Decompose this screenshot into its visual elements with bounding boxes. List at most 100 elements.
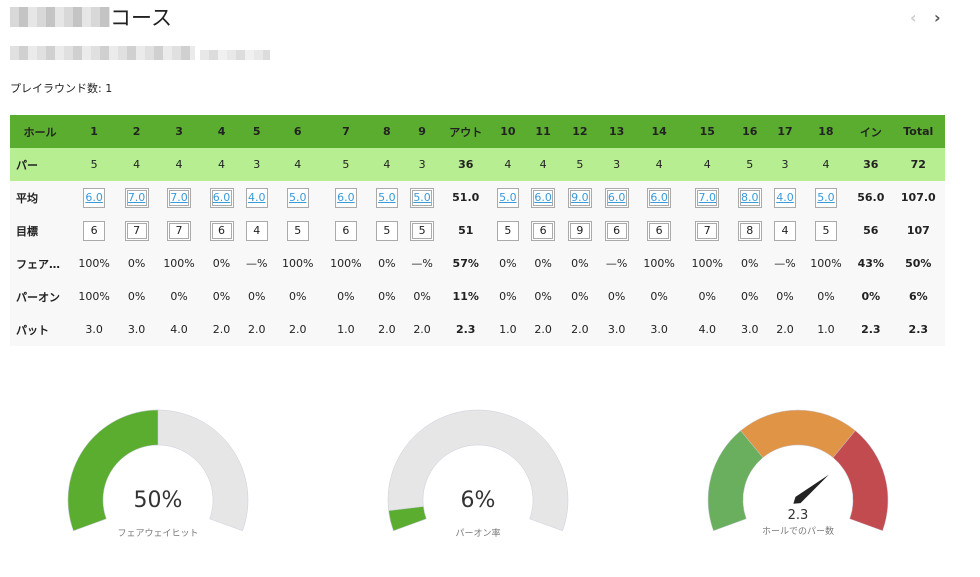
gauge-value: 2.3 [787, 508, 809, 523]
value-cell: 2.0 [571, 323, 589, 336]
gauge-2: 6% パーオン率 [378, 400, 578, 550]
value-cell: 6% [908, 290, 928, 303]
score-box: 6.0 [604, 187, 629, 208]
target-cell: 5 [802, 214, 850, 247]
value-cell: 3 [253, 158, 261, 171]
value-cell: 5 [576, 158, 584, 171]
score-link[interactable]: 7.0 [170, 190, 188, 204]
gauge-arc [67, 409, 159, 532]
value-cell: 5 [342, 158, 350, 171]
score-link[interactable]: 5.0 [288, 190, 307, 204]
score-link[interactable]: 5.0 [499, 190, 517, 204]
gauge-chart [707, 409, 889, 532]
score-link[interactable]: 4.0 [776, 190, 794, 204]
row-label: パット [16, 323, 49, 337]
score-box: 6.0 [647, 187, 672, 208]
value-cell: 100% [281, 257, 314, 270]
prev-arrow-icon[interactable]: ‹ [910, 8, 917, 27]
score-link[interactable]: 7.0 [127, 190, 146, 204]
value-cell: 0% [650, 290, 668, 303]
score-link[interactable]: 4.0 [248, 190, 266, 204]
value-cell: 43% [857, 257, 884, 270]
row-putts: パット 3.0 3.0 4.0 2.0 2.0 2.0 1.0 2.0 2.0 2.3 1.0 2.0 2… [10, 313, 945, 346]
blurred-course-info [10, 45, 271, 64]
value-cell: 0% [534, 257, 552, 270]
score-box: 6.0 [334, 187, 357, 208]
gauge-1: 50% フェアウェイヒット [58, 400, 258, 550]
score-box: 7.0 [167, 187, 192, 208]
score-link[interactable]: 7.0 [698, 190, 717, 204]
target-cell: 7 [155, 214, 203, 247]
value-cell: 4 [383, 158, 391, 171]
score-link[interactable]: 6.0 [85, 190, 103, 204]
target-box: 7 [124, 220, 149, 241]
score-link[interactable]: 5.0 [378, 190, 396, 204]
value-cell: 2.0 [378, 323, 396, 336]
value-cell: 107 [906, 224, 930, 237]
value-cell: 0% [170, 290, 188, 303]
target-box: 5 [814, 220, 837, 241]
header-cell: 7 [342, 125, 350, 138]
row-target: 目標 6 7 7 6 4 5 6 5 5 51 5 6 9 6 6 7 8 4 5 56 107 [10, 214, 945, 247]
score-link[interactable]: 8.0 [741, 190, 759, 204]
value-cell: 3 [418, 158, 426, 171]
value-cell: 4 [822, 158, 830, 171]
value-cell: 100% [330, 257, 362, 270]
value-cell: 0% [499, 290, 517, 303]
next-arrow-icon[interactable]: › [934, 8, 941, 27]
target-box: 8 [737, 220, 762, 241]
value-cell: 4 [703, 158, 711, 171]
value-cell: 4.0 [698, 323, 717, 336]
score-box: 5.0 [286, 187, 309, 208]
value-cell: 3.0 [741, 323, 759, 336]
value-cell: 0% [499, 257, 517, 270]
gauge-arc [387, 409, 569, 532]
score-cell: 4.0 [768, 181, 802, 214]
row-par: パー 5 4 4 4 3 4 5 4 3 36 4 4 5 3 4 4 5 3 4 36 72 [10, 148, 945, 181]
target-box: 6 [83, 220, 106, 241]
course-title: コース [10, 2, 172, 32]
gauge-needle [793, 474, 829, 504]
target-box: 4 [773, 220, 796, 241]
score-link[interactable]: 9.0 [571, 190, 589, 204]
gauge-arc [740, 409, 856, 458]
target-cell: 6 [322, 214, 370, 247]
row-avg: 平均 6.0 7.0 7.0 6.0 4.0 5.0 6.0 5.0 5.0 51.0 5.0 6.0 9… [10, 181, 945, 214]
value-cell: 0% [288, 290, 307, 303]
score-link[interactable]: 6.0 [650, 190, 668, 204]
target-box: 4 [245, 220, 268, 241]
header-cell: 14 [651, 125, 667, 138]
score-box: 8.0 [737, 187, 762, 208]
value-cell: 100% [643, 257, 675, 270]
value-cell: 2.0 [248, 323, 266, 336]
header-cell: Total [903, 125, 934, 138]
score-link[interactable]: 6.0 [212, 190, 231, 204]
target-box: 6 [209, 220, 234, 241]
score-link[interactable]: 6.0 [607, 190, 626, 204]
target-cell: 4 [768, 214, 802, 247]
header-cell: 10 [500, 125, 516, 138]
target-box: 7 [167, 220, 192, 241]
header-cell: 16 [742, 125, 758, 138]
value-cell: 4 [175, 158, 183, 171]
value-cell: 3.0 [85, 323, 103, 336]
value-cell: 1.0 [337, 323, 355, 336]
score-link[interactable]: 6.0 [534, 190, 552, 204]
score-cell: 9.0 [561, 181, 598, 214]
score-box: 7.0 [124, 187, 149, 208]
value-cell: 0% [212, 290, 231, 303]
header-cell: ホール [23, 125, 57, 139]
target-box: 5 [496, 220, 519, 241]
header-cell: 1 [90, 125, 98, 138]
target-cell: 6 [635, 214, 683, 247]
score-cell: 5.0 [802, 181, 850, 214]
target-cell: 5 [491, 214, 525, 247]
score-link[interactable]: 5.0 [413, 190, 431, 204]
score-link[interactable]: 5.0 [817, 190, 835, 204]
target-box: 6 [334, 220, 357, 241]
target-cell: 4 [240, 214, 274, 247]
gauge-arc [832, 430, 889, 532]
score-link[interactable]: 6.0 [337, 190, 355, 204]
value-cell: —% [774, 257, 796, 270]
target-cell: 9 [561, 214, 598, 247]
